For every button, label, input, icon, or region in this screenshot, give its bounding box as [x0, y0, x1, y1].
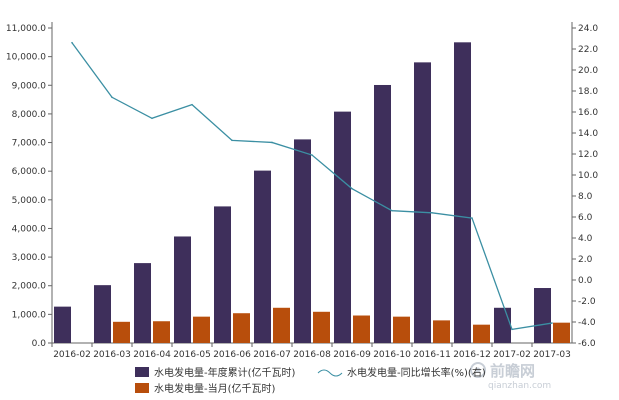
growth-rate-point: [551, 322, 553, 324]
bar-cumulative: [334, 111, 351, 343]
left-tick-label: 11,000.0: [6, 24, 46, 34]
growth-rate-point: [511, 328, 513, 331]
growth-rate-point: [351, 187, 353, 190]
left-tick-label: 3,000.0: [12, 253, 47, 263]
legend-swatch-cumulative: [135, 367, 149, 377]
right-tick-label: 18.0: [578, 87, 598, 97]
left-tick-label: 10,000.0: [6, 53, 46, 63]
growth-rate-point: [271, 141, 273, 144]
legend-swatch-growth: [317, 369, 343, 377]
bar-cumulative: [494, 307, 511, 343]
bar-monthly: [113, 321, 130, 343]
bar-cumulative: [414, 62, 431, 343]
left-tick-label: 5,000.0: [12, 196, 47, 206]
chart-legend: 水电发电量-年度累计(亿千瓦时) 水电发电量-同比增长率(%)(右) 水电发电量…: [135, 366, 486, 395]
growth-rate-point: [111, 96, 113, 99]
right-tick-label: 22.0: [578, 45, 598, 55]
tick-labels: 0.0 1,000.0 2,000.0 3,000.0 4,000.0 5,000.0 6,…: [6, 24, 598, 360]
x-tick-label: 2016-06: [213, 350, 251, 360]
growth-rate-point: [231, 139, 233, 142]
left-tick-label: 1,000.0: [12, 310, 47, 320]
bar-cumulative: [534, 288, 551, 343]
legend-label-monthly: 水电发电量-当月(亿千瓦时): [154, 382, 276, 395]
bar-cumulative: [94, 285, 111, 343]
growth-rate-point: [151, 117, 153, 120]
right-tick-label: 16.0: [578, 108, 598, 118]
right-tick-label: 24.0: [578, 24, 598, 34]
bar-cumulative: [454, 42, 471, 344]
x-tick-label: 2017-02: [493, 350, 531, 360]
x-tick-label: 2016-02: [53, 350, 91, 360]
bar-monthly: [153, 321, 170, 343]
left-tick-label: 7,000.0: [12, 139, 47, 149]
right-tick-label: 4.0: [578, 234, 593, 244]
x-tick-label: 2016-12: [453, 350, 491, 360]
legend-label-growth: 水电发电量-同比增长率(%)(右): [347, 366, 486, 379]
growth-rate-point: [311, 154, 313, 156]
right-tick-label: 0.0: [578, 276, 593, 286]
right-tick-label: 2.0: [578, 255, 593, 265]
x-tick-label: 2016-03: [93, 350, 131, 360]
left-tick-label: 2,000.0: [12, 282, 47, 292]
x-tick-label: 2016-11: [413, 350, 451, 360]
bar-monthly: [233, 313, 250, 343]
right-tick-label: -4.0: [578, 318, 596, 328]
bar-cumulative: [54, 306, 71, 343]
growth-rate-point: [431, 212, 433, 214]
bar-series: [54, 42, 570, 344]
bar-monthly: [393, 316, 410, 343]
x-tick-label: 2016-07: [253, 350, 291, 360]
bar-cumulative: [214, 206, 231, 343]
bar-monthly: [353, 315, 370, 343]
left-tick-label: 6,000.0: [12, 167, 47, 177]
left-tick-label: 8,000.0: [12, 110, 47, 120]
bar-monthly: [313, 311, 330, 343]
bar-monthly: [193, 316, 210, 343]
right-tick-label: 8.0: [578, 192, 593, 202]
growth-rate-point: [71, 41, 73, 44]
x-tick-label: 2016-08: [293, 350, 331, 360]
x-tick-label: 2016-04: [133, 350, 171, 360]
left-tick-label: 0.0: [32, 339, 47, 349]
bar-cumulative: [254, 170, 271, 343]
left-tick-label: 9,000.0: [12, 81, 47, 91]
bar-monthly: [473, 324, 490, 343]
right-tick-label: 6.0: [578, 213, 593, 223]
right-tick-label: 12.0: [578, 150, 598, 160]
watermark-text: 前瞻网: [490, 362, 535, 380]
bar-cumulative: [294, 139, 311, 343]
watermark: 前瞻网 qianzhan.com: [470, 362, 551, 391]
bar-monthly: [273, 307, 290, 343]
legend-label-cumulative: 水电发电量-年度累计(亿千瓦时): [154, 366, 296, 379]
growth-rate-point: [471, 217, 473, 219]
x-tick-label: 2016-05: [173, 350, 211, 360]
legend-swatch-monthly: [135, 383, 149, 393]
left-tick-label: 4,000.0: [12, 224, 47, 234]
bar-monthly: [553, 322, 570, 343]
chart-axes: [48, 22, 576, 347]
bar-monthly: [433, 320, 450, 343]
right-tick-label: -6.0: [578, 339, 596, 349]
growth-rate-point: [191, 103, 193, 106]
line-series: [71, 41, 553, 331]
right-tick-label: 14.0: [578, 129, 598, 139]
x-tick-label: 2017-03: [533, 350, 571, 360]
x-tick-label: 2016-10: [373, 350, 411, 360]
right-tick-label: 10.0: [578, 171, 598, 181]
bar-cumulative: [174, 236, 191, 343]
watermark-logo-icon: [470, 362, 486, 378]
right-tick-label: 20.0: [578, 66, 598, 76]
bar-cumulative: [374, 84, 391, 344]
x-tick-label: 2016-09: [333, 350, 371, 360]
bar-cumulative: [134, 263, 151, 343]
growth-rate-point: [391, 209, 393, 212]
right-tick-label: -2.0: [578, 297, 596, 307]
watermark-url: qianzhan.com: [488, 381, 551, 391]
